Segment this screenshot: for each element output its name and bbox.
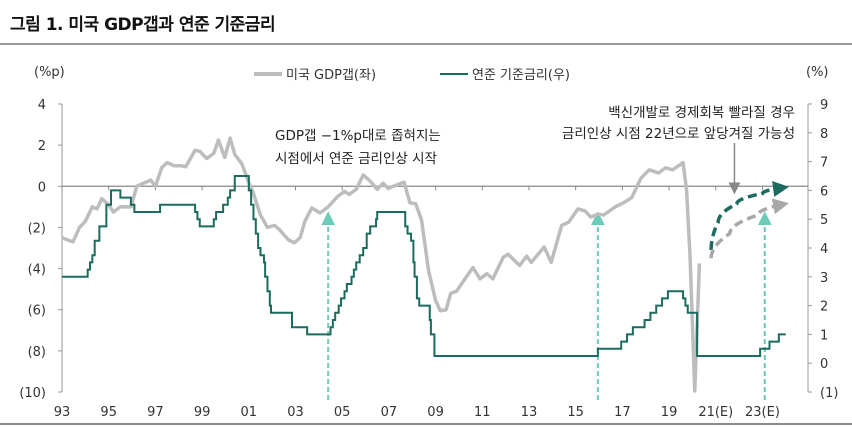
right-tick-label: 3: [820, 271, 828, 286]
x-tick-label: 03: [287, 405, 304, 420]
x-tick-label: 13: [521, 405, 538, 420]
right-tick-label: 6: [820, 184, 828, 199]
legend-label-gdp-gap: 미국 GDP갭(좌): [286, 68, 376, 83]
x-tick-label: 93: [54, 405, 71, 420]
x-tick-label: 17: [614, 405, 631, 420]
annotation-left-line-1: GDP갭 −1%p대로 좁혀지는: [275, 128, 441, 144]
left-tick-label: (6): [28, 304, 46, 319]
left-tick-label: 2: [38, 139, 46, 154]
legend-label-fed-rate: 연준 기준금리(우): [472, 68, 570, 83]
right-tick-label: 0: [820, 357, 828, 372]
left-axis-unit: (%p): [34, 65, 65, 80]
right-tick-label: 8: [820, 127, 828, 142]
right-tick-label: 2: [820, 300, 828, 315]
marks: [61, 136, 789, 400]
axes: 4 2 0 (2) (4) (6) (8) (10) 9 8 7 6 5 4 3 2 1 0 (1) 93 95 97 99…: [19, 98, 838, 420]
right-tick-label: 1: [820, 328, 828, 343]
x-tick-label: 07: [381, 405, 398, 420]
left-tick-label: (10): [19, 386, 46, 401]
x-tick-label: 23(E): [745, 405, 780, 420]
right-tick-label: 9: [820, 98, 828, 113]
x-tick-label: 21(E): [698, 405, 733, 420]
x-tick-label: 99: [194, 405, 211, 420]
series-fed-rate-line: [62, 175, 786, 357]
annotation-right-line-1: 백신개발로 경제회복 빨라질 경우: [608, 105, 795, 121]
right-tick-label: 4: [820, 242, 828, 257]
bottom-divider: [0, 423, 852, 425]
left-tick-label: 0: [38, 180, 46, 195]
series-gdp-gap-line: [61, 136, 702, 393]
x-tick-label: 19: [661, 405, 678, 420]
left-tick-label: (4): [28, 263, 46, 278]
x-tick-label: 11: [474, 405, 491, 420]
x-tick-label: 01: [241, 405, 258, 420]
figure-title: 그림 1. 미국 GDP갭과 연준 기준금리: [10, 15, 276, 35]
x-tick-label: 95: [100, 405, 117, 420]
right-tick-label: (1): [820, 386, 838, 401]
title-divider: [0, 43, 852, 45]
x-tick-label: 05: [334, 405, 351, 420]
right-axis-unit: (%): [806, 65, 829, 80]
x-tick-label: 09: [427, 405, 444, 420]
x-tick-label: 97: [147, 405, 164, 420]
left-tick-label: (8): [28, 345, 46, 360]
left-tick-label: 4: [38, 98, 46, 113]
annotation-right-line-2: 금리인상 시점 22년으로 앞당겨질 가능성: [562, 126, 795, 142]
forecast-arrow-gray: [709, 198, 789, 259]
annotation-left: GDP갭 −1%p대로 좁혀지는 시점에서 연준 금리인상 시작: [275, 128, 441, 167]
annotation-left-line-2: 시점에서 연준 금리인상 시작: [275, 151, 437, 167]
left-tick-label: (2): [28, 221, 46, 236]
right-tick-label: 7: [820, 156, 828, 171]
annotation-right: 백신개발로 경제회복 빨라질 경우 금리인상 시점 22년으로 앞당겨질 가능성: [562, 105, 795, 142]
x-tick-label: 15: [567, 405, 584, 420]
right-tick-label: 5: [820, 213, 828, 228]
legend: 미국 GDP갭(좌) 연준 기준금리(우): [254, 68, 570, 83]
forecast-arrow-teal: [709, 181, 789, 251]
